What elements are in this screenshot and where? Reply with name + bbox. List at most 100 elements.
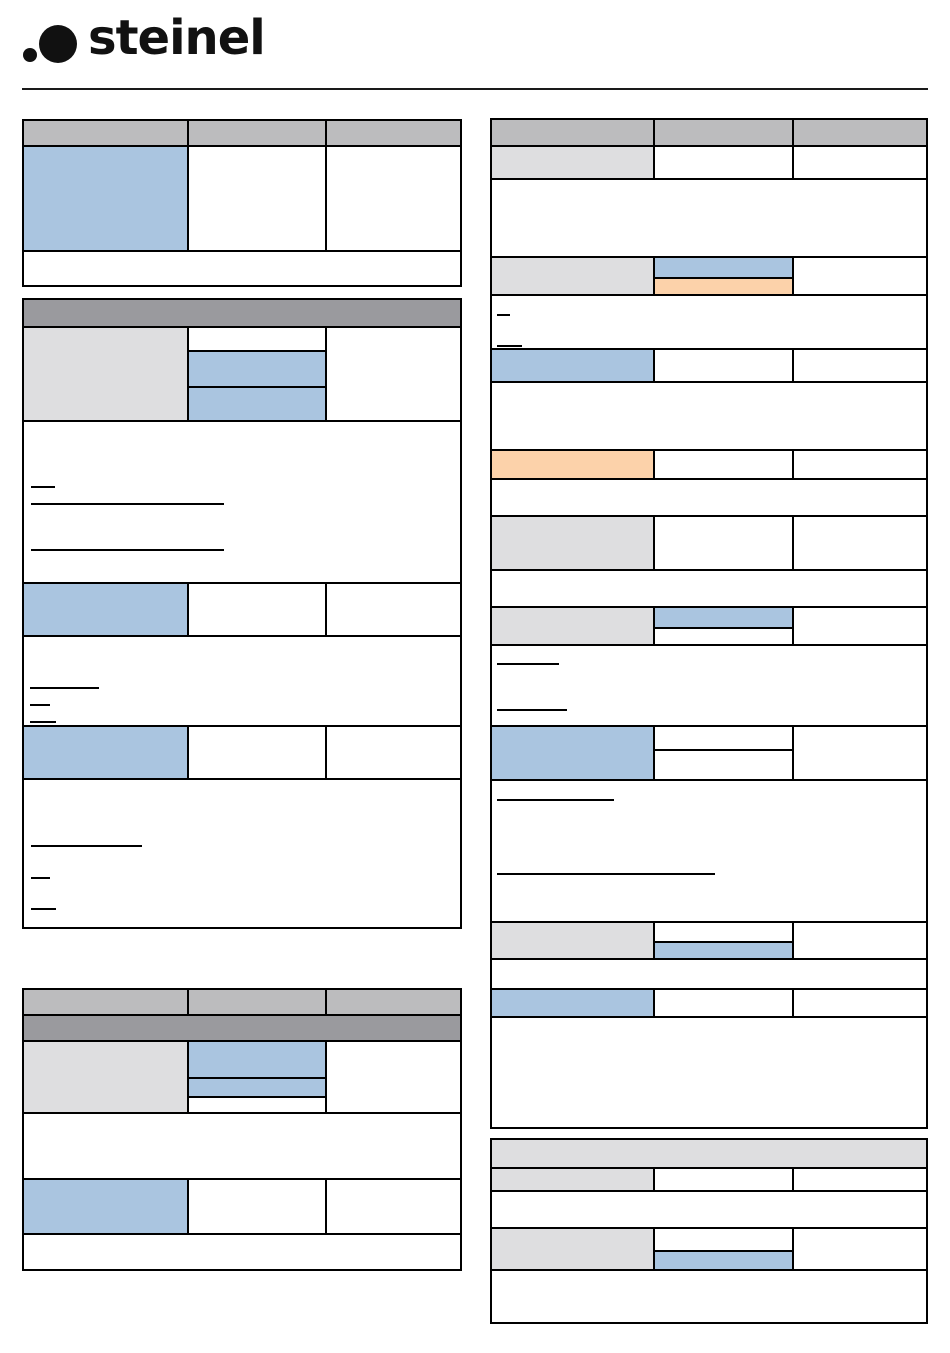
- table-cell: [653, 923, 792, 958]
- table-cell: [792, 451, 926, 478]
- table-cell: [653, 350, 792, 381]
- table-cell: [792, 350, 926, 381]
- table-row: [24, 1040, 460, 1112]
- table-cell: [653, 517, 792, 569]
- text-underline-mark: [497, 873, 715, 875]
- table-row: [492, 1190, 926, 1227]
- table-cell: [24, 1042, 187, 1112]
- table-cell: [325, 147, 460, 250]
- text-underline-mark: [31, 845, 142, 847]
- table-cell: [792, 258, 926, 294]
- table-row: [492, 178, 926, 256]
- table-cell: [187, 1042, 325, 1112]
- table-top-left: [22, 119, 462, 287]
- table-row: [24, 145, 460, 250]
- header-rule: [22, 88, 928, 90]
- text-underline-mark: [497, 799, 614, 801]
- table-cell: [325, 328, 460, 420]
- table-row: [492, 1167, 926, 1190]
- table-cell: [187, 1180, 325, 1233]
- table-cell: [653, 1169, 792, 1190]
- table-cell: [653, 990, 792, 1016]
- table-row: [24, 1233, 460, 1269]
- table-mid-left: [22, 298, 462, 929]
- table-cell: [792, 1169, 926, 1190]
- table-row: [492, 1140, 926, 1167]
- table-cell: [792, 120, 926, 145]
- table-subcell: [655, 749, 792, 779]
- table-cell: [24, 328, 187, 420]
- table-cell: [492, 120, 653, 145]
- table-cell: [792, 517, 926, 569]
- table-row: [492, 1016, 926, 1127]
- table-subcell: [189, 1096, 325, 1112]
- table-cell: [492, 451, 653, 478]
- logo-text: steinel: [88, 10, 266, 66]
- table-row: [492, 381, 926, 449]
- table-cell: [653, 451, 792, 478]
- table-row: [24, 420, 460, 582]
- table-subcell: [189, 1077, 325, 1096]
- table-cell: [792, 1229, 926, 1269]
- table-cell: [492, 258, 653, 294]
- table-row: [492, 725, 926, 779]
- table-row: [492, 921, 926, 958]
- table-cell: [325, 727, 460, 778]
- table-cell: [792, 608, 926, 644]
- table-row: [492, 120, 926, 145]
- table-cell: [653, 608, 792, 644]
- table-row: [24, 250, 460, 285]
- table-cell: [653, 258, 792, 294]
- table-row: [24, 778, 460, 927]
- text-underline-mark: [31, 486, 55, 488]
- table-cell: [187, 147, 325, 250]
- table-cell: [325, 1042, 460, 1112]
- table-cell: [492, 923, 653, 958]
- text-underline-mark: [31, 877, 50, 879]
- table-cell: [492, 990, 653, 1016]
- table-row: [24, 990, 460, 1014]
- table-row: [24, 635, 460, 725]
- table-row: [24, 582, 460, 635]
- text-underline-mark: [30, 704, 50, 706]
- text-underline-mark: [497, 314, 510, 316]
- table-cell: [24, 990, 187, 1014]
- table-row: [24, 326, 460, 420]
- logo-small-dot-icon: [23, 48, 37, 62]
- text-underline-mark: [31, 908, 56, 910]
- table-cell: [792, 727, 926, 779]
- text-underline-mark: [497, 663, 559, 665]
- table-subcell: [189, 350, 325, 386]
- table-cell: [492, 1229, 653, 1269]
- table-row: [492, 478, 926, 515]
- table-row: [492, 958, 926, 988]
- table-row: [492, 779, 926, 921]
- table-row: [24, 1178, 460, 1233]
- table-cell: [492, 727, 653, 779]
- table-subcell: [655, 1229, 792, 1250]
- text-underline-mark: [31, 503, 224, 505]
- table-row: [492, 145, 926, 178]
- table-cell: [492, 517, 653, 569]
- table-row: [492, 256, 926, 294]
- table-row: [24, 121, 460, 145]
- table-cell: [492, 147, 653, 178]
- table-subcell: [655, 608, 792, 627]
- table-cell: [187, 121, 325, 145]
- table-subcell: [655, 277, 792, 294]
- table-cell: [492, 1169, 653, 1190]
- table-row: [492, 606, 926, 644]
- table-subcell: [189, 328, 325, 350]
- table-subcell: [189, 1042, 325, 1077]
- table-cell: [653, 120, 792, 145]
- table-cell: [325, 584, 460, 635]
- text-underline-mark: [30, 721, 56, 723]
- table-row: [492, 1269, 926, 1322]
- table-row: [24, 300, 460, 326]
- table-row: [24, 725, 460, 778]
- table-subcell: [655, 1250, 792, 1269]
- text-underline-mark: [497, 345, 522, 347]
- table-right-main: [490, 118, 928, 1129]
- logo-large-dot-icon: [39, 25, 77, 63]
- table-row: [24, 1014, 460, 1040]
